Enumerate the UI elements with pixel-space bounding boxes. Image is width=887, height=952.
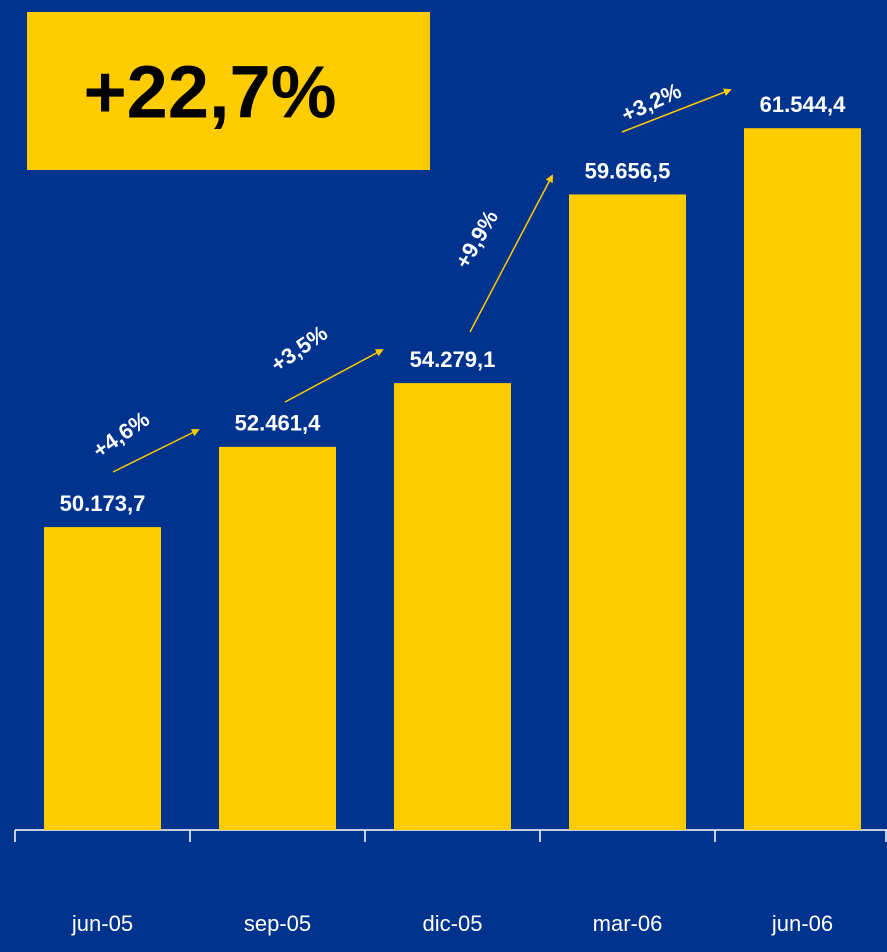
x-tick-label: jun-06 <box>771 911 833 936</box>
growth-arrow <box>112 429 200 473</box>
growth-arrow <box>469 174 553 333</box>
x-tick-label: mar-06 <box>593 911 663 936</box>
value-label: 52.461,4 <box>235 411 321 436</box>
x-tick-label: sep-05 <box>244 911 311 936</box>
value-label: 54.279,1 <box>410 347 496 372</box>
bar <box>219 446 336 830</box>
headline-box <box>27 12 430 170</box>
bar <box>569 194 686 830</box>
value-label: 59.656,5 <box>585 158 671 183</box>
headline: +22,7% <box>83 51 336 134</box>
x-tick-label: dic-05 <box>423 911 483 936</box>
value-label: 61.544,4 <box>760 92 846 117</box>
growth-arrow <box>621 88 732 133</box>
growth-arrow <box>284 349 384 403</box>
value-label: 50.173,7 <box>60 491 146 516</box>
bar <box>44 527 161 830</box>
bar <box>744 128 861 831</box>
x-tick-label: jun-05 <box>71 911 133 936</box>
bar <box>394 383 511 830</box>
